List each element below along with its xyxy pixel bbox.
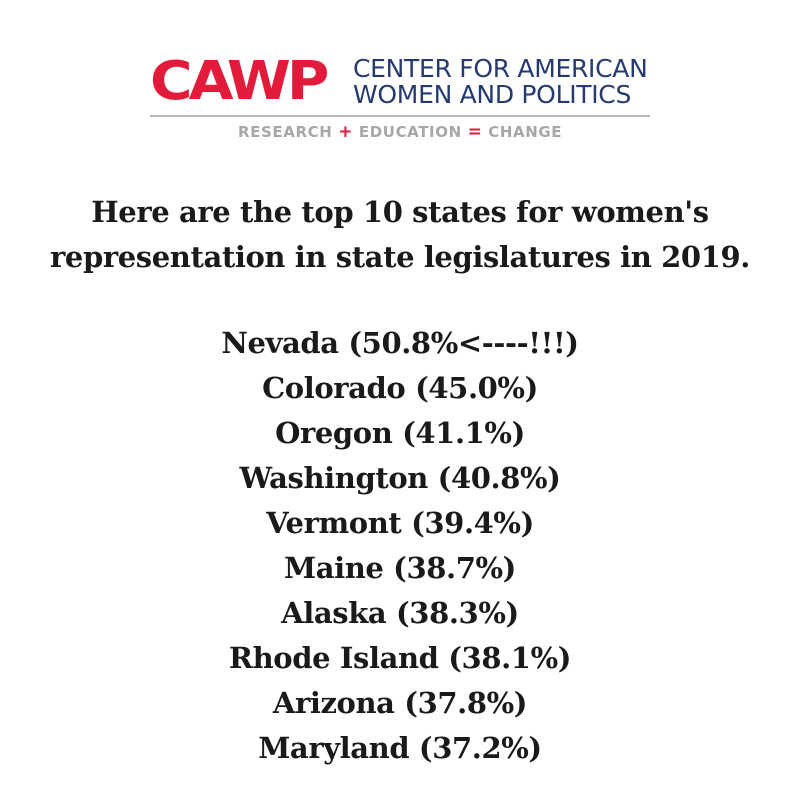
state-item: Arizona (37.8%) — [272, 686, 528, 720]
cawp-logo: CAWP CENTER FOR AMERICAN WOMEN AND POLIT… — [148, 52, 656, 148]
state-item: Maryland (37.2%) — [258, 731, 542, 765]
logo-tagline: RESEARCH + EDUCATION = CHANGE — [238, 123, 562, 141]
intro-heading: Here are the top 10 states for women's r… — [40, 190, 760, 280]
state-item: Washington (40.8%) — [239, 461, 561, 495]
organization-name-line-2: WOMEN AND POLITICS — [353, 80, 632, 109]
tagline-research: RESEARCH — [238, 123, 333, 141]
state-item: Alaska (38.3%) — [281, 596, 519, 630]
intro-line-1: Here are the top 10 states for women's — [91, 195, 709, 229]
state-item: Maine (38.7%) — [284, 551, 516, 585]
state-item: Vermont (39.4%) — [266, 506, 534, 540]
logo-divider — [150, 115, 650, 117]
state-item: Rhode Island (38.1%) — [228, 641, 572, 675]
tagline-change: CHANGE — [488, 123, 563, 141]
logo-mark: CAWP — [150, 49, 329, 112]
state-ranking-list: Nevada (50.8%<----!!!) Colorado (45.0%) … — [40, 321, 760, 771]
tagline-equals: = — [467, 122, 483, 142]
state-item: Oregon (41.1%) — [275, 416, 525, 450]
organization-name: CENTER FOR AMERICAN WOMEN AND POLITICS — [353, 54, 648, 109]
intro-line-2: representation in state legislatures in … — [50, 240, 750, 274]
state-item: Nevada (50.8%<----!!!) — [221, 326, 579, 360]
tagline-education: EDUCATION — [358, 123, 462, 141]
state-item: Colorado (45.0%) — [262, 371, 538, 405]
tagline-plus: + — [338, 122, 354, 142]
organization-name-line-1: CENTER FOR AMERICAN — [353, 54, 648, 83]
